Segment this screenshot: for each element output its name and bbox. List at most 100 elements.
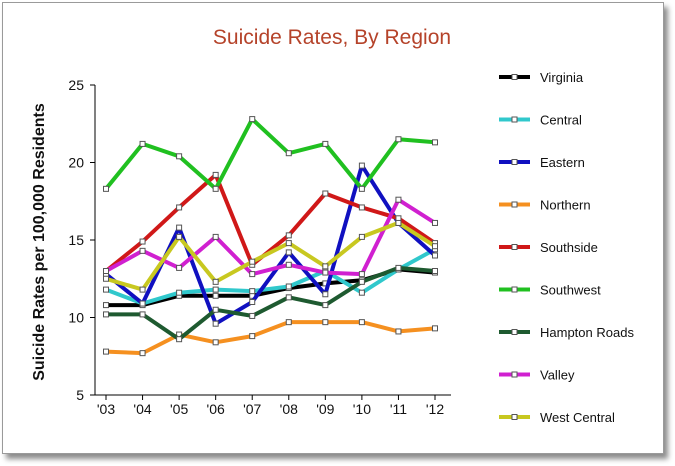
data-point xyxy=(103,302,109,309)
data-point xyxy=(212,286,219,293)
data-point xyxy=(249,333,256,340)
data-point xyxy=(285,319,292,326)
data-point xyxy=(358,271,365,278)
legend-marker xyxy=(511,116,518,123)
data-point xyxy=(358,319,365,326)
legend-label: Southside xyxy=(540,240,598,255)
legend-label: Southwest xyxy=(540,283,601,298)
data-point xyxy=(249,288,256,295)
y-tick-label: 10 xyxy=(68,310,84,326)
data-point xyxy=(358,162,365,169)
x-tick-label: '08 xyxy=(280,401,298,417)
data-point xyxy=(432,252,438,259)
data-point xyxy=(212,306,219,313)
data-point xyxy=(432,325,438,332)
series-line-northern xyxy=(105,320,436,356)
legend-label: Hampton Roads xyxy=(540,325,634,340)
data-point xyxy=(322,319,329,326)
data-point xyxy=(139,247,146,254)
data-point xyxy=(176,264,183,271)
legend-item-valley: Valley xyxy=(499,368,575,383)
legend-label: West Central xyxy=(540,410,615,425)
data-point xyxy=(358,185,365,192)
data-point xyxy=(285,240,292,247)
data-point xyxy=(103,275,109,282)
series-line-hampton-roads xyxy=(106,265,436,342)
data-point xyxy=(249,299,256,305)
data-point xyxy=(176,289,183,296)
x-tick-label: '11 xyxy=(390,401,407,417)
x-tick-label: '12 xyxy=(426,401,444,417)
legend-item-southwest: Southwest xyxy=(499,283,601,298)
series-west-central xyxy=(103,219,438,293)
data-point xyxy=(322,263,329,270)
data-point xyxy=(358,289,365,296)
data-point xyxy=(395,264,402,271)
legend-item-northern: Northern xyxy=(499,198,591,213)
legend-item-hampton-roads: Hampton Roads xyxy=(499,325,634,340)
data-point xyxy=(139,140,146,147)
data-point xyxy=(285,249,292,256)
data-point xyxy=(176,336,183,343)
data-point xyxy=(212,278,219,285)
legend: Virginia Central Eastern Northern Southside S… xyxy=(499,70,634,425)
legend-label: Virginia xyxy=(540,70,584,85)
series-hampton-roads xyxy=(103,264,438,343)
legend-label: Central xyxy=(540,113,582,128)
y-tick-labels: 5 10 15 20 25 xyxy=(68,77,84,403)
data-point xyxy=(285,232,292,239)
series-line-valley xyxy=(105,197,437,277)
legend-item-southside: Southside xyxy=(499,240,598,255)
data-point xyxy=(176,233,183,240)
data-point xyxy=(139,300,146,307)
series-valley xyxy=(103,196,438,278)
data-point xyxy=(139,311,146,318)
series-southwest xyxy=(103,116,438,192)
data-point xyxy=(212,185,219,192)
data-point xyxy=(395,196,402,203)
data-point xyxy=(285,294,292,301)
legend-item-west-central: West Central xyxy=(499,410,615,425)
legend-marker xyxy=(511,286,518,293)
x-tick-label: '06 xyxy=(207,401,225,417)
y-tick-label: 20 xyxy=(68,155,84,171)
data-point xyxy=(212,320,219,327)
legend-marker xyxy=(511,201,518,208)
x-tick-label: '04 xyxy=(133,401,151,417)
data-point xyxy=(432,243,438,250)
x-tick-label: '03 xyxy=(97,401,115,417)
y-tick-label: 5 xyxy=(76,387,84,403)
legend-marker xyxy=(511,329,518,335)
y-tick-label: 15 xyxy=(68,232,84,248)
data-point xyxy=(358,233,365,240)
x-tick-label: '09 xyxy=(316,401,334,417)
series-northern xyxy=(103,319,438,357)
data-point xyxy=(432,219,438,226)
legend-label: Eastern xyxy=(540,155,585,170)
data-point xyxy=(358,204,365,211)
data-point xyxy=(176,204,183,211)
x-tick-label: '07 xyxy=(243,401,261,417)
y-axis-label: Suicide Rates per 100,000 Residents xyxy=(31,103,48,381)
line-chart: Suicide Rates, By Region Suicide Rates p… xyxy=(31,26,634,425)
data-point xyxy=(285,261,292,268)
data-point xyxy=(285,283,292,290)
legend-label: Northern xyxy=(540,198,591,213)
series-line-central xyxy=(105,247,436,306)
data-point xyxy=(358,278,365,285)
legend-item-eastern: Eastern xyxy=(499,155,585,170)
data-point xyxy=(103,185,109,192)
legend-marker xyxy=(511,414,518,420)
data-point xyxy=(139,350,146,357)
legend-item-virginia: Virginia xyxy=(499,70,584,85)
y-tick-label: 25 xyxy=(68,77,84,93)
data-point xyxy=(249,271,256,278)
data-point xyxy=(249,116,256,123)
x-tick-label: '05 xyxy=(170,401,188,417)
chart-frame: Suicide Rates, By Region Suicide Rates p… xyxy=(2,2,664,454)
data-point xyxy=(103,268,109,274)
data-point xyxy=(103,348,109,355)
data-point xyxy=(139,238,146,245)
legend-marker xyxy=(511,74,518,80)
data-point xyxy=(176,224,183,231)
